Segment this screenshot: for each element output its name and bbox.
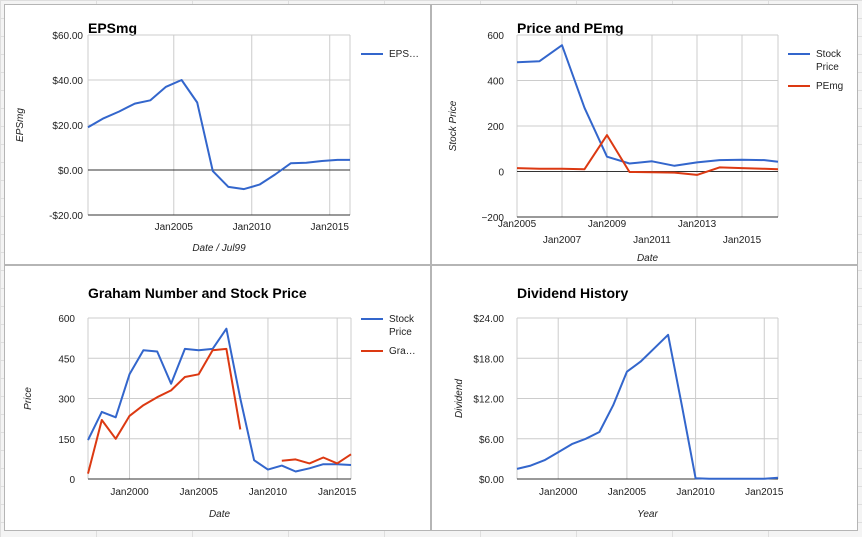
x-tick-label: Jan2005 [155, 222, 194, 233]
x-tick-label: Jan2015 [311, 222, 350, 233]
series-line [516, 134, 779, 176]
legend-label: Stock Price [389, 314, 415, 338]
y-tick-label: $18.00 [473, 354, 504, 365]
y-tick-label: $40.00 [52, 76, 83, 87]
y-axis-title: EPSmg [15, 108, 26, 142]
legend-label: EPS… [389, 49, 419, 60]
y-tick-label: 0 [69, 475, 75, 486]
y-tick-label: $20.00 [52, 121, 83, 132]
chart-title: EPSmg [88, 20, 137, 36]
x-tick-label: Jan2010 [676, 487, 715, 498]
x-tick-label: Jan2000 [539, 487, 578, 498]
x-tick-label: Jan2005 [180, 487, 219, 498]
y-tick-label: $24.00 [473, 314, 504, 325]
series-line [87, 79, 350, 191]
y-tick-label: $6.00 [479, 435, 504, 446]
x-axis-title: Year [637, 509, 658, 520]
series-line [281, 453, 352, 465]
x-axis-title: Date [637, 253, 659, 264]
x-tick-label: Jan2015 [318, 487, 357, 498]
y-axis-title: Stock Price [448, 100, 459, 151]
x-tick-label: Jan2005 [608, 487, 647, 498]
x-axis-title: Date / Jul99 [192, 243, 246, 254]
series-line [87, 327, 352, 473]
series-line [516, 44, 779, 167]
chart-title: Dividend History [517, 285, 628, 301]
x-tick-label: Jan2015 [745, 487, 784, 498]
eps-chart-panel: EPSmg $60.00 $40.00 $20.00 $0.00 -$20.00 Jan20… [4, 4, 431, 265]
eps-chart: EPSmg $60.00 $40.00 $20.00 $0.00 -$20.00 Jan20… [15, 20, 419, 254]
y-tick-label: 400 [487, 77, 504, 88]
y-tick-label: 600 [487, 31, 504, 42]
graham-chart: Graham Number and Stock Price 600 450 300 15… [23, 285, 416, 520]
y-tick-label: 450 [58, 354, 75, 365]
x-tick-label: Jan2011 [633, 235, 671, 246]
x-tick-label: Jan2009 [588, 219, 627, 230]
x-tick-label: Jan2007 [543, 235, 582, 246]
y-tick-label: $0.00 [58, 166, 83, 177]
x-tick-label: Jan2013 [678, 219, 717, 230]
y-axis-title: Dividend [454, 379, 465, 418]
x-tick-label: Jan2010 [233, 222, 272, 233]
dividend-chart-panel: Dividend History $24.00 $18.00 $12.00 $6.00 $… [431, 265, 858, 531]
y-tick-label: -$20.00 [49, 211, 83, 222]
y-tick-label: 0 [498, 168, 504, 179]
y-tick-label: $12.00 [473, 395, 504, 406]
legend-label: PEmg [816, 81, 843, 92]
x-tick-label: Jan2005 [498, 219, 537, 230]
y-tick-label: 600 [58, 314, 75, 325]
dividend-chart: Dividend History $24.00 $18.00 $12.00 $6.00 $… [454, 285, 784, 520]
y-tick-label: $0.00 [479, 475, 504, 486]
y-tick-label: 300 [58, 395, 75, 406]
graham-chart-panel: Graham Number and Stock Price 600 450 300 15… [4, 265, 431, 531]
chart-title: Graham Number and Stock Price [88, 285, 307, 301]
series-line [516, 333, 779, 480]
x-tick-label: Jan2015 [723, 235, 762, 246]
y-tick-label: $60.00 [52, 31, 83, 42]
series-line [87, 347, 242, 474]
legend-label: Stock Price [816, 49, 842, 73]
legend-label: Gra… [389, 346, 416, 357]
x-tick-label: Jan2000 [110, 487, 149, 498]
y-tick-label: 200 [487, 122, 504, 133]
y-tick-label: 150 [58, 435, 75, 446]
price-pe-chart-panel: Price and PEmg 600 400 200 0 −200 Jan2005 Jan20… [431, 4, 858, 265]
x-tick-label: Jan2010 [249, 487, 288, 498]
y-axis-title: Price [23, 387, 34, 410]
x-axis-title: Date [209, 509, 231, 520]
y-tick-label: −200 [481, 213, 504, 224]
chart-title: Price and PEmg [517, 20, 624, 36]
